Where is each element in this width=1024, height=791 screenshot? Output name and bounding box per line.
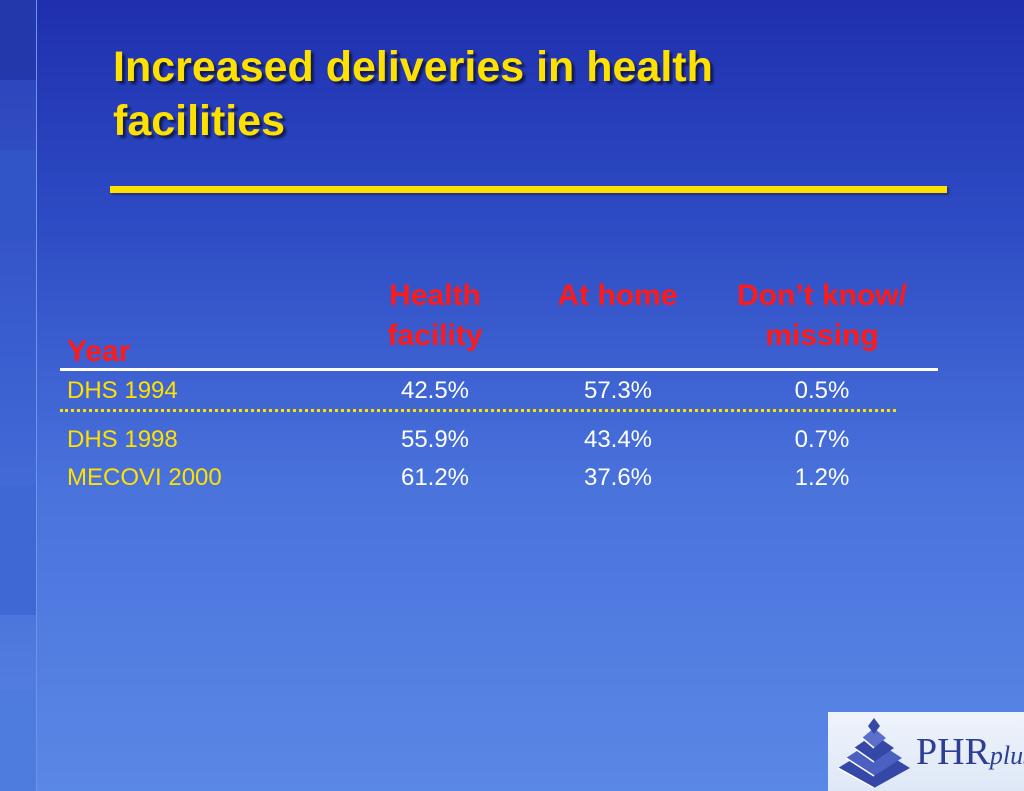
header-year: Year bbox=[67, 335, 131, 368]
row-year: MECOVI 2000 bbox=[67, 464, 222, 491]
cell-health-facility: 55.9% bbox=[400, 426, 470, 453]
logo-wordmark: PHRplus bbox=[916, 730, 1024, 778]
header-dont-know-line1: Don’t know/ bbox=[737, 279, 907, 312]
cell-at-home: 37.6% bbox=[583, 464, 653, 491]
strip-block bbox=[0, 690, 36, 791]
logo-main-text: PHR bbox=[916, 731, 990, 773]
cell-at-home: 57.3% bbox=[583, 377, 653, 404]
slide-title: Increased deliveries in health facilitie… bbox=[113, 43, 713, 145]
header-dont-know-line2: missing bbox=[765, 319, 879, 352]
row-year: DHS 1998 bbox=[67, 426, 178, 453]
strip-block bbox=[0, 485, 36, 615]
strip-block bbox=[0, 150, 36, 240]
dotted-divider bbox=[60, 409, 896, 412]
header-health-facility: Health facility bbox=[360, 276, 510, 356]
header-at-home: At home bbox=[557, 279, 678, 312]
left-decorative-strip bbox=[0, 0, 37, 791]
cell-health-facility: 42.5% bbox=[400, 377, 470, 404]
header-health-facility-line1: Health bbox=[389, 279, 481, 312]
strip-block bbox=[0, 0, 36, 80]
stepped-pyramid-icon bbox=[837, 718, 910, 788]
header-divider bbox=[60, 368, 938, 371]
phrplus-logo: PHRplus bbox=[828, 712, 1024, 791]
logo-suffix-text: plus bbox=[989, 741, 1024, 770]
row-year: DHS 1994 bbox=[67, 377, 178, 404]
cell-dont-know: 0.7% bbox=[794, 426, 850, 453]
cell-at-home: 43.4% bbox=[583, 426, 653, 453]
header-health-facility-line2: facility bbox=[387, 319, 483, 352]
cell-health-facility: 61.2% bbox=[400, 464, 470, 491]
header-dont-know: Don’t know/ missing bbox=[712, 276, 932, 356]
cell-dont-know: 1.2% bbox=[794, 464, 850, 491]
title-underline bbox=[110, 186, 947, 193]
cell-dont-know: 0.5% bbox=[794, 377, 850, 404]
